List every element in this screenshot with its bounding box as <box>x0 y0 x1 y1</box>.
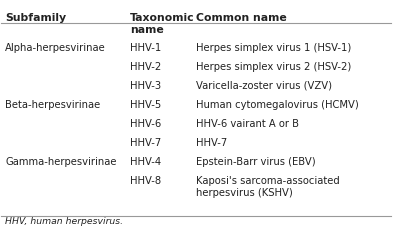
Text: Herpes simplex virus 1 (HSV-1): Herpes simplex virus 1 (HSV-1) <box>196 43 351 53</box>
Text: HHV-1: HHV-1 <box>130 43 161 53</box>
Text: HHV-5: HHV-5 <box>130 100 161 110</box>
Text: HHV-3: HHV-3 <box>130 81 161 91</box>
Text: Gamma-herpesvirinae: Gamma-herpesvirinae <box>5 157 117 167</box>
Text: Taxonomic
name: Taxonomic name <box>130 13 194 35</box>
Text: HHV-6: HHV-6 <box>130 119 161 129</box>
Text: Subfamily: Subfamily <box>5 13 66 23</box>
Text: Human cytomegalovirus (HCMV): Human cytomegalovirus (HCMV) <box>196 100 359 110</box>
Text: HHV-7: HHV-7 <box>130 138 161 148</box>
Text: Varicella-zoster virus (VZV): Varicella-zoster virus (VZV) <box>196 81 332 91</box>
Text: Epstein-Barr virus (EBV): Epstein-Barr virus (EBV) <box>196 157 316 167</box>
Text: Beta-herpesvirinae: Beta-herpesvirinae <box>5 100 100 110</box>
Text: HHV-2: HHV-2 <box>130 62 161 72</box>
Text: HHV-6 vairant A or B: HHV-6 vairant A or B <box>196 119 299 129</box>
Text: HHV-7: HHV-7 <box>196 138 227 148</box>
Text: HHV-4: HHV-4 <box>130 157 161 167</box>
Text: Alpha-herpesvirinae: Alpha-herpesvirinae <box>5 43 106 53</box>
Text: HHV-8: HHV-8 <box>130 176 161 186</box>
Text: HHV, human herpesvirus.: HHV, human herpesvirus. <box>5 217 124 226</box>
Text: Common name: Common name <box>196 13 287 23</box>
Text: Herpes simplex virus 2 (HSV-2): Herpes simplex virus 2 (HSV-2) <box>196 62 351 72</box>
Text: Kaposi's sarcoma-associated
herpesvirus (KSHV): Kaposi's sarcoma-associated herpesvirus … <box>196 176 340 198</box>
